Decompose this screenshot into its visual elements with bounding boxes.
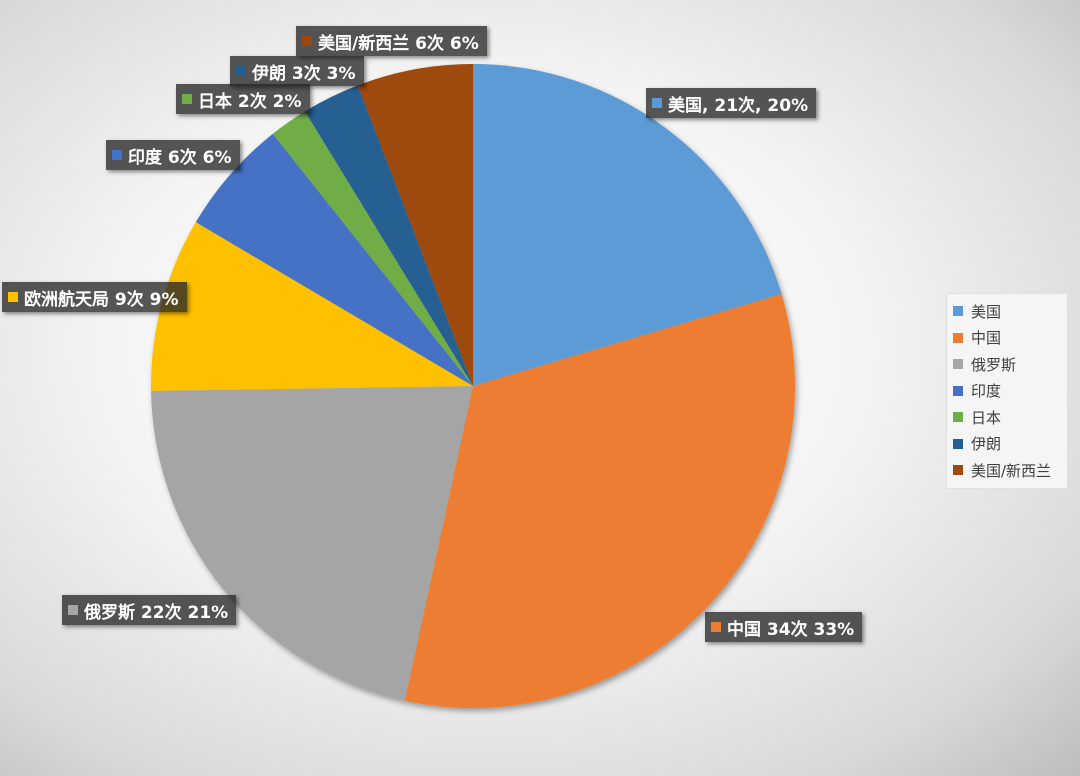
data-label-esa: 欧洲航天局 9次 9% (2, 282, 187, 312)
legend-item-iran: 伊朗 (947, 431, 1067, 458)
pie-slice-usa-nz (357, 64, 473, 386)
data-label-china: 中国 34次 33% (705, 612, 863, 642)
pie-slice-iran (304, 85, 473, 386)
legend-item-china: 中国 (947, 325, 1067, 352)
legend-item-russia: 俄罗斯 (947, 351, 1067, 378)
data-label-usa-text: 美国, 21次, 20% (668, 95, 809, 116)
data-label-india: 印度 6次 6% (106, 140, 240, 170)
label-swatch-usa (652, 98, 662, 108)
data-label-russia-text: 俄罗斯 22次 21% (84, 602, 229, 623)
pie-slice-japan (272, 111, 473, 386)
data-label-japan-text: 日本 2次 2% (198, 91, 302, 112)
legend-swatch-russia (953, 359, 963, 370)
label-swatch-russia (68, 605, 78, 615)
pie-slice-india (195, 133, 474, 386)
data-label-usa-nz: 美国/新西兰 6次 6% (296, 26, 487, 56)
data-label-iran-text: 伊朗 3次 3% (252, 63, 356, 84)
legend-swatch-iran (953, 438, 963, 449)
label-swatch-esa (8, 292, 18, 302)
legend-swatch-india (953, 385, 963, 396)
legend-label-china: 中国 (971, 329, 1002, 348)
legend: 美国 中国 俄罗斯 印度 日本 伊朗 美国/新西兰 (946, 293, 1068, 489)
legend-label-usa-nz: 美国/新西兰 (971, 461, 1052, 480)
data-label-india-text: 印度 6次 6% (128, 147, 232, 168)
legend-swatch-japan (953, 412, 963, 423)
data-label-iran: 伊朗 3次 3% (230, 56, 364, 86)
pie-slices (151, 64, 795, 709)
data-label-usa-nz-text: 美国/新西兰 6次 6% (318, 33, 479, 54)
legend-label-japan: 日本 (971, 408, 1002, 427)
label-swatch-usa-nz (302, 36, 312, 46)
pie-slice-china (404, 293, 795, 709)
pie-slice-usa (473, 64, 782, 386)
pie-slice-russia (151, 386, 473, 701)
pie-slice-esa (151, 222, 474, 391)
label-swatch-japan (182, 94, 192, 104)
legend-swatch-usa (953, 306, 963, 317)
legend-swatch-china (953, 332, 963, 343)
legend-label-russia: 俄罗斯 (971, 355, 1017, 374)
data-label-japan: 日本 2次 2% (176, 84, 310, 114)
label-swatch-china (711, 622, 721, 632)
legend-item-japan: 日本 (947, 404, 1067, 431)
label-swatch-iran (236, 66, 246, 76)
legend-label-india: 印度 (971, 382, 1002, 401)
legend-item-usa-nz: 美国/新西兰 (947, 457, 1067, 484)
data-label-china-text: 中国 34次 33% (727, 619, 855, 640)
legend-label-usa: 美国 (971, 302, 1002, 321)
legend-label-iran: 伊朗 (971, 435, 1002, 454)
data-label-esa-text: 欧洲航天局 9次 9% (24, 289, 179, 310)
legend-item-usa: 美国 (947, 298, 1067, 325)
legend-item-india: 印度 (947, 378, 1067, 405)
data-label-usa: 美国, 21次, 20% (646, 88, 817, 118)
label-swatch-india (112, 150, 122, 160)
data-label-russia: 俄罗斯 22次 21% (62, 595, 237, 625)
legend-swatch-usa-nz (953, 465, 963, 476)
